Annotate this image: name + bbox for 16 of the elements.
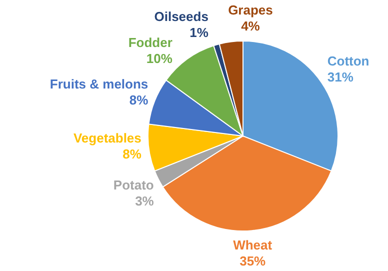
slice-label: Vegetables — [73, 130, 142, 146]
data-label: 1% — [190, 24, 209, 40]
slice-label: Fruits & melons — [50, 76, 148, 92]
data-label: 8% — [122, 146, 142, 162]
slice-label: Cotton — [327, 54, 370, 69]
slice-label: Grapes — [228, 2, 273, 18]
data-label: 35% — [240, 253, 266, 268]
slice-label: Wheat — [233, 237, 273, 252]
data-label: 3% — [135, 193, 154, 208]
slice-label: Fodder — [128, 34, 172, 50]
slice-label: Potato — [113, 177, 154, 192]
slice-label: Oilseeds — [154, 8, 208, 24]
data-label: 4% — [241, 18, 260, 34]
data-label: 31% — [327, 70, 354, 85]
data-label: 10% — [146, 50, 173, 66]
data-label: 8% — [129, 92, 149, 108]
